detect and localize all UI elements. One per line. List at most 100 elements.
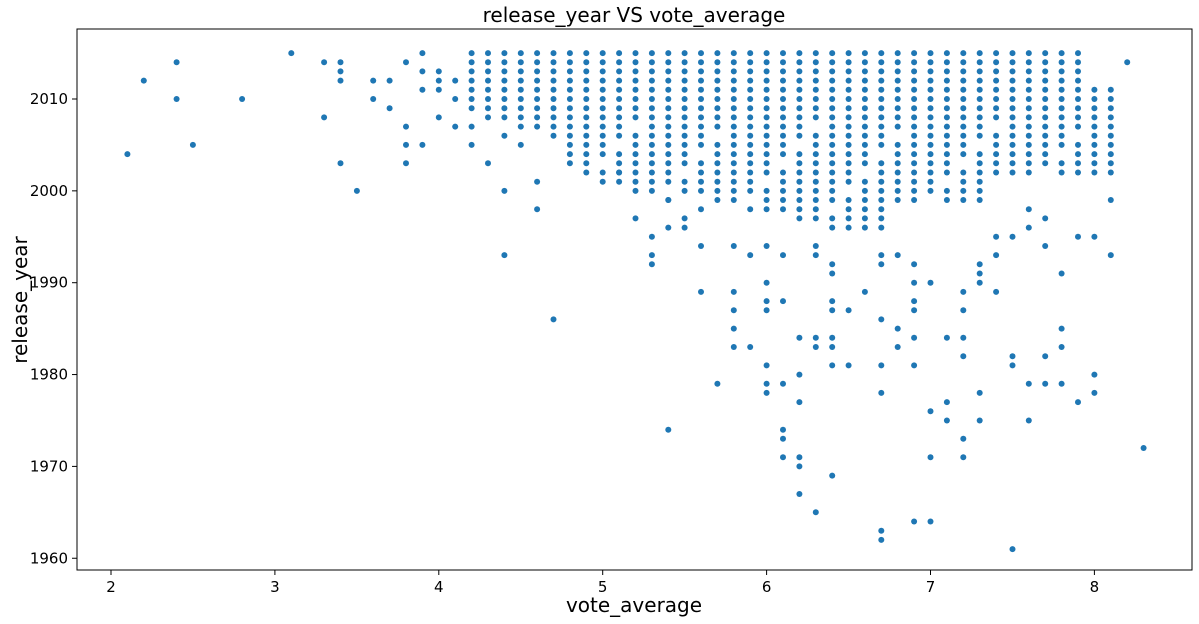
- data-point: [435, 77, 442, 84]
- data-point: [730, 132, 737, 139]
- data-point: [780, 77, 786, 84]
- data-point: [976, 132, 983, 139]
- data-point: [976, 178, 983, 185]
- data-point: [681, 105, 688, 112]
- data-point: [861, 197, 868, 203]
- data-point: [845, 169, 852, 176]
- data-point: [1091, 141, 1098, 148]
- data-point: [763, 105, 770, 112]
- data-point: [1009, 68, 1016, 75]
- data-point: [468, 123, 475, 130]
- data-point: [468, 59, 475, 66]
- data-point: [730, 288, 737, 295]
- data-point: [517, 105, 524, 112]
- data-point: [1058, 169, 1065, 176]
- data-point: [780, 426, 786, 433]
- data-point: [419, 50, 426, 57]
- data-point: [943, 417, 950, 424]
- data-point: [1025, 141, 1032, 148]
- data-point: [698, 105, 704, 112]
- data-point: [550, 86, 557, 93]
- data-point: [632, 59, 639, 66]
- data-point: [485, 59, 491, 66]
- data-point: [861, 288, 868, 295]
- data-point: [812, 96, 819, 102]
- data-point: [763, 77, 770, 84]
- data-point: [698, 132, 704, 139]
- data-point: [927, 279, 934, 286]
- data-point: [927, 132, 934, 139]
- data-point: [911, 151, 918, 158]
- data-point: [1091, 233, 1098, 240]
- data-point: [698, 288, 704, 295]
- data-point: [1042, 151, 1049, 158]
- data-point: [403, 123, 409, 130]
- data-point: [812, 334, 819, 341]
- data-point: [829, 114, 836, 121]
- data-point: [566, 114, 573, 121]
- data-point: [730, 123, 737, 130]
- data-point: [878, 169, 885, 176]
- data-point: [960, 141, 967, 148]
- data-point: [796, 114, 803, 121]
- data-point: [550, 77, 557, 84]
- y-tick-label: 1960: [30, 549, 68, 567]
- data-point: [517, 77, 524, 84]
- data-point: [566, 96, 573, 102]
- data-point: [861, 96, 868, 102]
- data-point: [435, 114, 442, 121]
- data-point: [747, 206, 754, 213]
- data-point: [796, 68, 803, 75]
- data-point: [861, 68, 868, 75]
- data-point: [780, 380, 786, 387]
- data-point: [714, 160, 721, 167]
- data-point: [665, 224, 672, 231]
- data-point: [648, 141, 655, 148]
- data-point: [829, 197, 836, 203]
- data-point: [894, 68, 901, 75]
- data-point: [943, 77, 950, 84]
- data-point: [780, 454, 786, 461]
- data-point: [993, 96, 1000, 102]
- y-tick-label: 2010: [30, 90, 68, 108]
- data-point: [878, 362, 885, 369]
- data-point: [321, 59, 328, 66]
- y-tick-label: 1980: [30, 366, 68, 384]
- data-point: [894, 160, 901, 167]
- data-point: [829, 270, 836, 277]
- data-point: [976, 389, 983, 396]
- data-point: [780, 141, 786, 148]
- data-point: [1091, 86, 1098, 93]
- data-point: [763, 380, 770, 387]
- data-point: [845, 132, 852, 139]
- data-point: [337, 59, 344, 66]
- data-point: [730, 114, 737, 121]
- data-point: [960, 96, 967, 102]
- data-point: [566, 105, 573, 112]
- data-point: [681, 141, 688, 148]
- data-point: [943, 160, 950, 167]
- plot-area-frame: [76, 28, 1193, 571]
- data-point: [943, 197, 950, 203]
- data-point: [1042, 77, 1049, 84]
- data-point: [878, 527, 885, 534]
- data-point: [976, 123, 983, 130]
- data-point: [485, 77, 491, 84]
- data-point: [780, 105, 786, 112]
- data-point: [730, 325, 737, 332]
- data-point: [550, 50, 557, 57]
- data-point: [370, 77, 377, 84]
- data-point: [698, 123, 704, 130]
- data-point: [648, 261, 655, 268]
- data-point: [583, 68, 590, 75]
- data-point: [927, 454, 934, 461]
- data-point: [993, 68, 1000, 75]
- data-point: [1009, 96, 1016, 102]
- data-point: [943, 123, 950, 130]
- data-point: [452, 123, 459, 130]
- data-point: [763, 307, 770, 314]
- data-point: [812, 105, 819, 112]
- data-point: [616, 105, 623, 112]
- data-point: [1107, 86, 1114, 93]
- data-point: [829, 334, 836, 341]
